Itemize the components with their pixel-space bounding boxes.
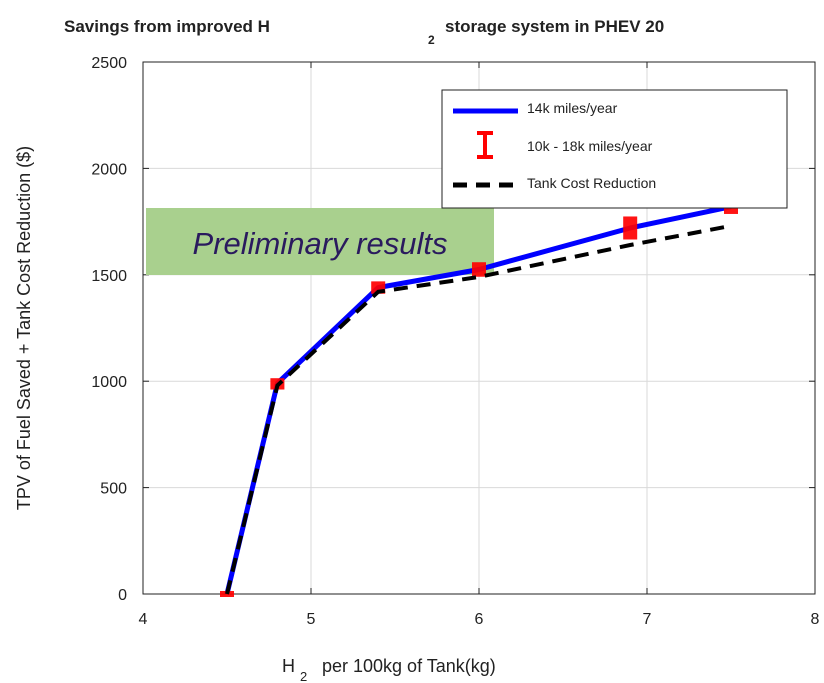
chart-title: Savings from improved H 2 storage system… — [64, 17, 664, 48]
x-tick-labels: 4 5 6 7 8 — [139, 611, 820, 628]
plot-frame — [142, 61, 816, 595]
x-axis-label-part2: per 100kg of Tank(kg) — [322, 656, 496, 676]
x-tick-label: 4 — [139, 611, 148, 628]
legend-label-range: 10k - 18k miles/year — [527, 138, 653, 154]
chart-title-part2: storage system in PHEV 20 — [445, 17, 664, 36]
series-layer — [220, 199, 738, 597]
x-tick-label: 8 — [811, 611, 820, 628]
legend-label-tank: Tank Cost Reduction — [527, 175, 656, 191]
y-tick-label: 2000 — [91, 161, 127, 178]
x-tick-label: 5 — [307, 611, 316, 628]
chart-title-subscript: 2 — [428, 33, 435, 47]
chart-title-part1: Savings from improved H — [64, 17, 270, 36]
errorbar-marker — [472, 262, 486, 277]
y-tick-label: 500 — [100, 481, 127, 498]
y-axis-label: TPV of Fuel Saved + Tank Cost Reduction … — [14, 146, 34, 510]
y-tick-label: 2500 — [91, 55, 127, 72]
legend: 14k miles/year 10k - 18k miles/year Tank… — [441, 89, 788, 209]
legend-label-14k: 14k miles/year — [527, 100, 618, 116]
y-tick-label: 0 — [118, 587, 127, 604]
series-line-tank — [225, 223, 732, 595]
x-axis-label: H 2 per 100kg of Tank(kg) — [282, 656, 496, 683]
y-tick-label: 1500 — [91, 268, 127, 285]
annotation-text: Preliminary results — [193, 226, 448, 261]
x-tick-label: 7 — [643, 611, 652, 628]
x-axis-label-subscript: 2 — [300, 669, 307, 683]
legend-swatch-range — [477, 131, 493, 159]
y-tick-label: 1000 — [91, 374, 127, 391]
annotation-box — [146, 208, 494, 275]
series-line-14k — [224, 204, 732, 595]
x-tick-label: 6 — [475, 611, 484, 628]
y-tick-labels: 0 500 1000 1500 2000 2500 — [91, 55, 127, 604]
errorbar-marker — [623, 216, 638, 240]
x-axis-label-part1: H — [282, 656, 295, 676]
